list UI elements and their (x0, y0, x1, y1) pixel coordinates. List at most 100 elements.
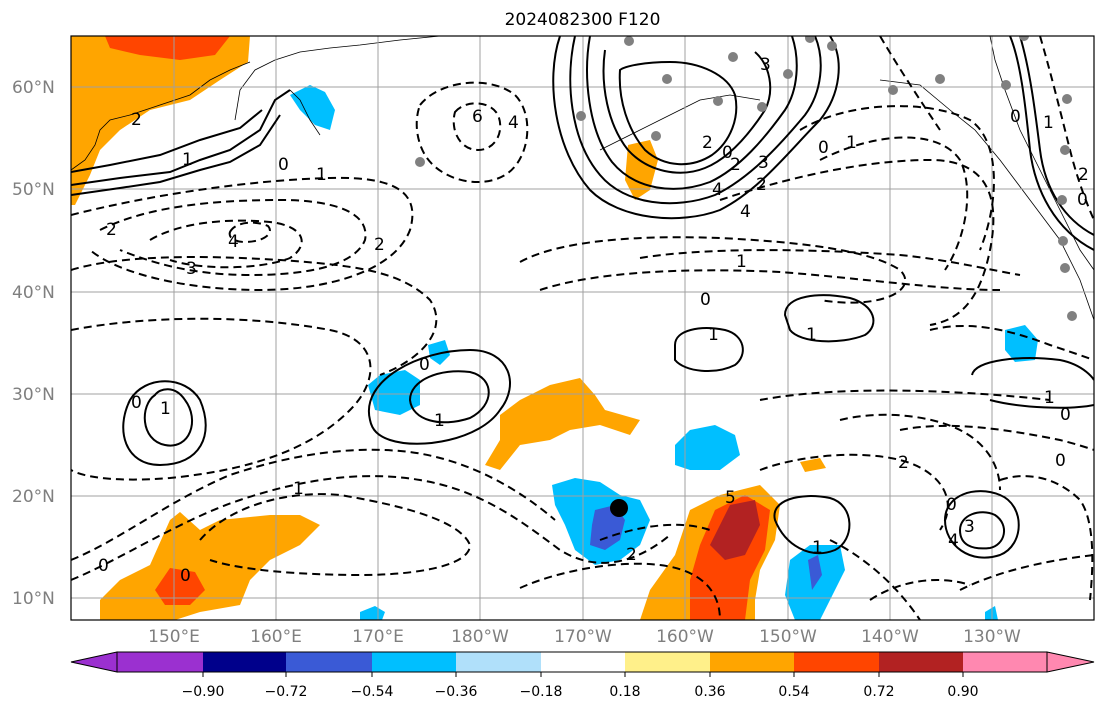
colorbar-tick-label: −0.36 (435, 684, 478, 700)
lon-label: 150°E (148, 627, 200, 647)
contour-label: 2 (730, 155, 741, 175)
lat-label: 60°N (12, 78, 55, 98)
lon-label: 170°W (554, 627, 612, 647)
contour-label: 0 (1010, 107, 1021, 127)
contour-label: 1 (182, 150, 193, 170)
contour-label: 4 (228, 232, 239, 252)
contour-label: 2 (131, 110, 142, 130)
lon-label: 150°W (759, 627, 817, 647)
lon-label: 140°W (861, 627, 919, 647)
colorbar-tick-label: −0.54 (351, 684, 394, 700)
lon-label: 160°E (250, 627, 302, 647)
contour-label: 1 (806, 325, 817, 345)
contour-label: 1 (1043, 113, 1054, 133)
lon-label: 160°W (656, 627, 714, 647)
latitude-labels: 10°N 20°N 30°N 40°N 50°N 60°N (12, 78, 55, 609)
colorbar-tick-label: −0.90 (182, 684, 225, 700)
graticule (71, 36, 1094, 620)
lat-label: 20°N (12, 487, 55, 507)
station-markers (415, 36, 1077, 321)
map-frame (70, 35, 1095, 621)
contour-label: 0 (131, 393, 142, 413)
colorbar: −0.90 −0.72 −0.54 −0.36 −0.18 0.18 0.36 … (70, 651, 1095, 700)
darkred-region-east (710, 500, 760, 560)
colorbar-extend-right (1046, 651, 1095, 673)
contour-label: 1 (846, 133, 857, 153)
contour-label: 0 (1060, 405, 1071, 425)
contour-label: 2 (702, 133, 713, 153)
orange-region-central (485, 378, 640, 470)
contour-label: 0 (722, 143, 733, 163)
contour-label: 1 (160, 399, 171, 419)
lat-label: 10°N (12, 589, 55, 609)
colorbar-segment (117, 652, 203, 672)
contour-label: 6 (472, 107, 483, 127)
colorbar-segment (794, 652, 879, 672)
contour-label: 2 (756, 175, 767, 195)
orange-region-northwest (71, 36, 250, 205)
contour-label: 2 (374, 235, 385, 255)
contour-label: 4 (740, 202, 751, 222)
contour-label: 2 (626, 545, 637, 565)
colorbar-segment (625, 652, 710, 672)
orange-region-small (800, 458, 826, 472)
lat-label: 40°N (12, 283, 55, 303)
contour-label: 5 (725, 488, 736, 508)
colorbar-segment (372, 652, 456, 672)
contour-label: 0 (278, 155, 289, 175)
contour-label: 3 (964, 517, 975, 537)
contour-label: 2 (1078, 165, 1089, 185)
colorbar-segment (879, 652, 963, 672)
contour-label: 3 (758, 153, 769, 173)
solid-contours (71, 36, 1094, 559)
colorbar-segment (963, 652, 1047, 672)
colorbar-extend-left (70, 651, 118, 673)
colorbar-segment (286, 652, 372, 672)
colorbar-segment (203, 652, 286, 672)
contour-label: 3 (186, 259, 197, 279)
contour-label: 0 (700, 290, 711, 310)
contour-label: 1 (1044, 388, 1055, 408)
red-region-northwest (105, 36, 230, 60)
contour-label: 4 (712, 180, 723, 200)
contour-label: 1 (736, 252, 747, 272)
contour-label: 3 (760, 55, 771, 75)
colorbar-segment (710, 652, 794, 672)
contour-label: 2 (106, 220, 117, 240)
blue-region-east1 (675, 425, 740, 470)
blue-region-180a (368, 370, 420, 415)
colorbar-tick-label: 0.18 (609, 684, 640, 700)
longitude-labels: 150°E 160°E 170°E 180°W 170°W 160°W 150°… (148, 627, 1021, 647)
colorbar-tick-label: 0.36 (694, 684, 725, 700)
red-region-southwest (155, 568, 205, 605)
plot-title: 2024082300 F120 (504, 10, 661, 30)
orange-region-southwest (100, 512, 320, 620)
contour-label: 2 (898, 453, 909, 473)
colorbar-tick-label: 0.54 (778, 684, 809, 700)
contour-label: 1 (708, 325, 719, 345)
contour-label: 0 (419, 355, 430, 375)
colorbar-tick-label: −0.72 (265, 684, 308, 700)
dashed-contours (71, 36, 1094, 620)
colorbar-segment (456, 652, 541, 672)
storm-position-marker (610, 499, 628, 517)
blue-region-bottom1 (360, 606, 385, 620)
contour-label: 0 (180, 566, 191, 586)
lon-label: 180°W (451, 627, 509, 647)
contour-label: 0 (98, 556, 109, 576)
contour-label: 4 (508, 113, 519, 133)
darkblue-region-southeast (808, 555, 822, 590)
colorbar-segment (541, 652, 625, 672)
blue-region-180b (428, 340, 450, 365)
blue-region-northeast (1005, 325, 1038, 362)
contour-labels: 2 1 0 2 3 4 2 1 0 1 0 1 1 0 0 1 0 1 1 0 … (98, 55, 1089, 586)
contour-label: 1 (812, 538, 823, 558)
colorbar-tick-label: 0.90 (947, 684, 978, 700)
lat-label: 30°N (12, 385, 55, 405)
contour-label: 0 (1077, 190, 1088, 210)
contour-label: 1 (434, 411, 445, 431)
colorbar-ticks (202, 672, 964, 677)
blue-region-kamchatka (290, 85, 335, 130)
colorbar-outline (116, 651, 1048, 673)
